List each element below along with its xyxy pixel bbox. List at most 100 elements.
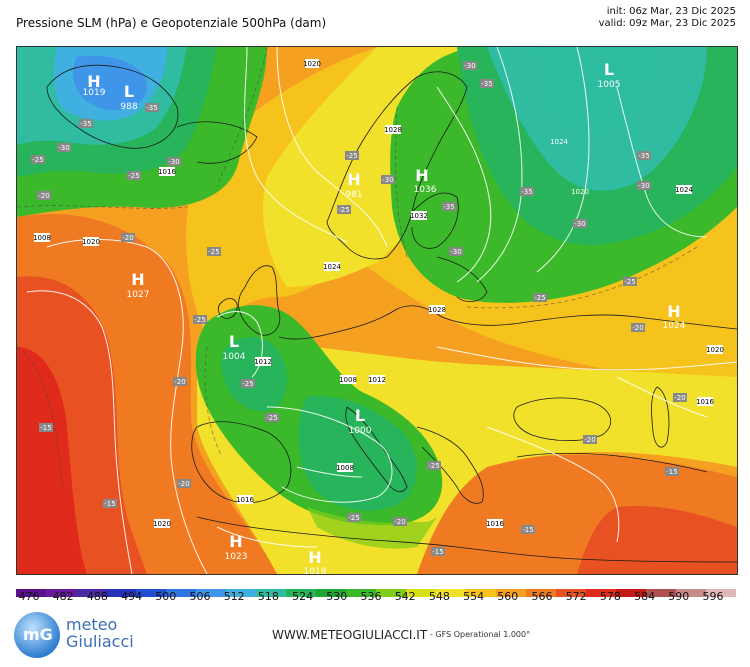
svg-text:-30: -30	[574, 220, 585, 228]
svg-text:988: 988	[120, 102, 137, 112]
temp-label: -30	[449, 247, 463, 256]
color-swatch	[166, 589, 197, 597]
color-scale-tick-label: 524	[292, 590, 314, 603]
color-scale-tick-label: 578	[599, 590, 621, 603]
isobar-label: 1016	[158, 167, 176, 176]
high-1023: H 1023	[225, 532, 248, 562]
svg-text:1020: 1020	[706, 346, 724, 354]
svg-text:H: H	[229, 532, 242, 551]
svg-text:-25: -25	[32, 156, 43, 164]
temp-label: -20	[393, 517, 407, 526]
svg-text:-15: -15	[432, 548, 443, 556]
weather-map: H 1019 L 988 H 1027 L 1004 L 1000 H 1023…	[16, 46, 738, 575]
svg-text:1016: 1016	[696, 398, 714, 406]
svg-text:-30: -30	[168, 158, 179, 166]
color-swatch	[196, 589, 227, 597]
svg-text:-25: -25	[194, 316, 205, 324]
svg-text:-20: -20	[674, 394, 685, 402]
isobar-label: 1008	[336, 463, 354, 472]
isobar-label: 1032	[410, 211, 428, 220]
svg-text:-30: -30	[58, 144, 69, 152]
color-scale-ticks: 476 482 488 494 500 506 512 518 524 530 536 542 548 5…	[16, 590, 736, 606]
svg-text:-30: -30	[638, 182, 649, 190]
geopotential-field	[17, 47, 737, 574]
svg-text:-20: -20	[632, 324, 643, 332]
temp-label: -25	[31, 155, 45, 164]
svg-text:H: H	[667, 302, 680, 321]
temp-label: -35	[637, 151, 651, 160]
isobar-label: 1020	[303, 59, 321, 68]
temp-label: -35	[480, 79, 494, 88]
color-swatch	[466, 589, 497, 597]
color-swatch	[406, 589, 437, 597]
svg-text:-35: -35	[443, 203, 454, 211]
svg-text:1032: 1032	[410, 212, 428, 220]
color-scale-tick-label: 488	[86, 590, 108, 603]
high-1024: H 1024	[663, 302, 686, 331]
temp-label: -20	[583, 435, 597, 444]
isobar-labels: 1020 1016 1008 1020 1012 1024 1028 1032 …	[33, 59, 724, 528]
temp-label: -30	[167, 157, 181, 166]
brand-name: meteo Giuliacci	[66, 616, 134, 650]
isobar-label: 1008	[33, 233, 51, 242]
temp-label: -35	[520, 187, 534, 196]
svg-text:-30: -30	[450, 248, 461, 256]
temp-label: -25	[533, 293, 547, 302]
svg-text:-15: -15	[40, 424, 51, 432]
svg-text:1012: 1012	[254, 358, 272, 366]
svg-text:L: L	[229, 332, 239, 351]
high-1036: H 1036	[414, 166, 437, 195]
isobar-label: 1028	[384, 125, 402, 134]
temp-label: -25	[241, 379, 255, 388]
svg-text:-25: -25	[624, 278, 635, 286]
website-url[interactable]: WWW.METEOGIULIACCI.IT	[272, 628, 428, 642]
color-scale-tick-label: 584	[634, 590, 656, 603]
temp-label: -30	[381, 175, 395, 184]
temp-label: -15	[431, 547, 445, 556]
run-info: init: 06z Mar, 23 Dic 2025 valid: 09z Ma…	[599, 6, 736, 30]
coastlines	[46, 64, 737, 563]
temp-label: -25	[427, 461, 441, 470]
temp-label: -30	[57, 143, 71, 152]
svg-text:-20: -20	[584, 436, 595, 444]
color-swatch	[436, 589, 467, 597]
svg-text:1016: 1016	[486, 520, 504, 528]
color-scale-tick-label: 548	[428, 590, 450, 603]
temp-label: -15	[39, 423, 53, 432]
valid-time: valid: 09z Mar, 23 Dic 2025	[598, 18, 736, 29]
low-1004: L 1004	[223, 332, 246, 362]
brand-logo[interactable]: mG meteo Giuliacci	[14, 612, 154, 662]
color-scale-tick-label: 512	[223, 590, 245, 603]
color-scale-tick-label: 560	[497, 590, 519, 603]
color-swatch	[106, 589, 137, 597]
svg-text:1008: 1008	[339, 376, 357, 384]
svg-text:L: L	[124, 82, 134, 101]
svg-text:-25: -25	[266, 414, 277, 422]
isobars	[26, 47, 737, 574]
temp-label: -20	[37, 191, 51, 200]
svg-text:-20: -20	[178, 480, 189, 488]
svg-text:-25: -25	[128, 172, 139, 180]
svg-text:1016: 1016	[158, 168, 176, 176]
svg-text:-15: -15	[104, 500, 115, 508]
color-scale-tick-label: 494	[121, 590, 143, 603]
isobar-label: 1008	[339, 375, 357, 384]
svg-text:1020: 1020	[153, 520, 171, 528]
color-swatch	[226, 589, 257, 597]
svg-text:H: H	[131, 270, 144, 289]
temp-label: -25	[345, 151, 359, 160]
color-scale-swatches	[16, 589, 737, 597]
high-1019: H 1019	[83, 72, 106, 98]
color-scale-tick-label: 542	[394, 590, 416, 603]
svg-text:-15: -15	[522, 526, 533, 534]
svg-text:-25: -25	[428, 462, 439, 470]
logo-mark-text: mG	[23, 625, 53, 644]
color-swatch	[16, 589, 47, 597]
brand-line-1: meteo	[66, 615, 118, 634]
temp-label: -30	[637, 181, 651, 190]
init-time: init: 06z Mar, 23 Dic 2025	[606, 6, 736, 17]
color-swatch	[316, 589, 347, 597]
svg-text:1004: 1004	[223, 352, 246, 362]
geopotential-contours	[17, 47, 698, 488]
svg-text:H: H	[415, 166, 428, 185]
